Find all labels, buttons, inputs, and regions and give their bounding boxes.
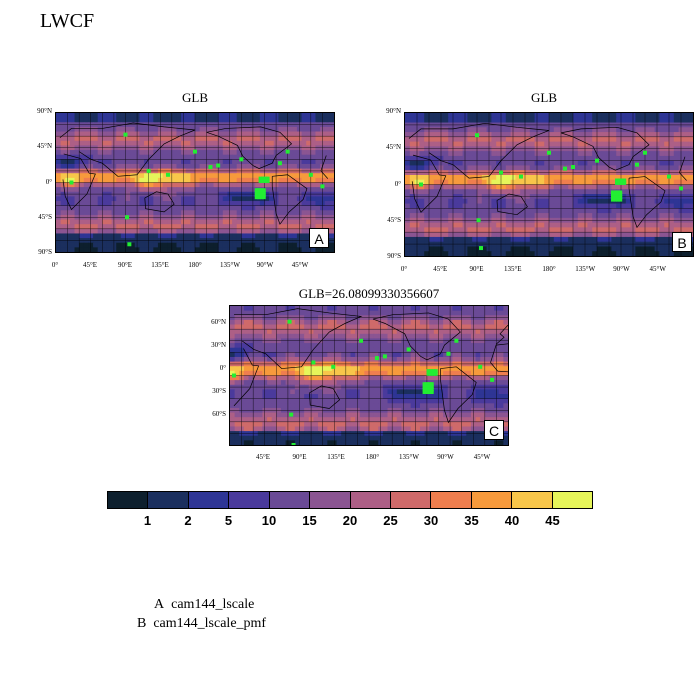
tick-label: 30°N [211,341,226,349]
tick-label: 90°N [37,107,52,115]
coastlines [409,123,687,229]
tick-label: 135°E [327,453,345,461]
tick-label: 180° [542,265,556,273]
tick-label: 45°N [386,143,401,152]
panel-a-title: GLB [182,90,208,105]
station-markers [69,132,325,247]
station-markers [231,319,495,445]
panel-c-title: GLB=26.08099330356607 [298,286,440,301]
panel-b-letter: B [672,232,692,252]
colorbar-swatch [108,492,149,508]
tick-label: 180° [365,453,380,461]
tick-label: 45°W [649,265,666,273]
colorbar [107,491,593,509]
colorbar-label: 40 [504,513,520,528]
tick-label: 60°S [212,410,226,418]
colorbar-swatch [390,492,432,508]
tick-label: 45°E [433,265,448,273]
legend-a: A cam144_lscale [154,597,254,613]
tick-label: 45°N [37,142,52,151]
colorbar-swatch [471,492,513,508]
colorbar-swatch [512,492,553,508]
colorbar-swatch [148,492,189,508]
map-svg [56,113,334,252]
colorbar-label: 20 [342,513,358,528]
tick-label: 135°W [575,265,596,273]
colorbar-label: 5 [224,513,233,528]
tick-label: 0° [51,261,59,269]
colorbar-label: 25 [383,513,398,528]
colorbar-label: 45 [545,513,560,528]
map-svg [405,113,693,256]
tick-label: 0° [400,265,408,273]
tick-label: 90°W [437,453,454,461]
grid-lines [56,113,334,252]
legend-a-key: A [154,597,165,612]
tick-label: 180° [188,261,202,269]
colorbar-label: 2 [184,513,192,528]
panel-b-map [404,112,694,257]
tick-label: 90°E [469,265,484,273]
tick-label: 45°S [387,215,401,224]
colorbar-swatch [310,492,351,508]
colorbar-swatch [552,492,593,508]
legend-b: B cam144_lscale_pmf [137,616,266,632]
coastlines [60,123,329,225]
tick-label: 0° [45,177,52,186]
colorbar-swatch [229,492,270,508]
tick-label: 135°W [220,261,240,269]
map-svg [230,306,508,445]
legend-b-name: cam144_lscale_pmf [153,616,267,631]
panel-a-map [55,112,335,253]
field-cells [405,113,693,256]
panel-a-letter: A [309,228,329,248]
tick-label: 0° [219,364,226,372]
panel-c-map [229,305,509,446]
tick-label: 90°S [387,252,401,260]
tick-label: 90°W [613,265,630,273]
field-cells [56,113,334,252]
tick-label: 90°W [256,261,274,269]
tick-label: 60°N [211,318,226,326]
tick-label: 0° [394,179,401,188]
panel-c-letter: C [484,420,504,440]
colorbar-label: 1 [143,513,152,528]
legend-a-name: cam144_lscale [171,597,255,612]
colorbar-label: 10 [261,513,277,528]
colorbar-label: 35 [464,513,479,528]
panel-b-title: GLB [531,90,557,105]
station-markers [419,133,683,251]
colorbar-swatch [350,492,391,508]
coastlines [233,308,508,424]
colorbar-label: 30 [423,513,439,528]
colorbar-swatch [188,492,230,508]
colorbar-swatch [431,492,472,508]
tick-label: 45°W [473,453,491,461]
colorbar-label: 15 [302,513,317,528]
tick-label: 90°N [386,107,401,115]
field-cells [230,306,508,445]
tick-label: 135°E [503,265,522,273]
tick-label: 135°W [399,453,419,461]
tick-label: 30°S [212,387,226,395]
tick-label: 90°S [38,248,52,256]
tick-label: 135°E [151,261,169,269]
tick-label: 45°S [38,212,52,221]
tick-label: 45°E [82,261,98,269]
tick-label: 45°E [255,453,271,461]
tick-label: 45°W [291,261,309,269]
figure-title: LWCF [40,10,95,32]
tick-label: 90°E [117,261,133,269]
legend-b-key: B [137,616,147,631]
tick-label: 90°E [292,453,307,461]
colorbar-swatch [269,492,311,508]
grid-lines [230,306,508,445]
